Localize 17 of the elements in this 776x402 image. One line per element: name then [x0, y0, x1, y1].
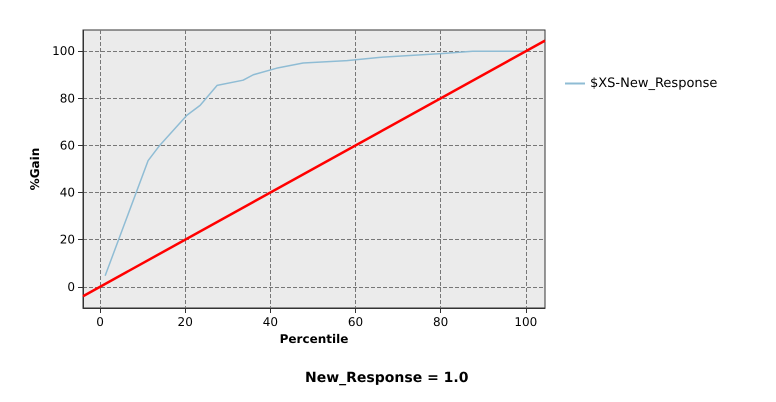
text: New_Response = 1.0 — [305, 370, 469, 386]
y-tick-label: 60 — [60, 138, 75, 152]
x-tick-label: 60 — [348, 315, 364, 329]
x-tick-label: 0 — [96, 315, 104, 329]
x-axis-title: Percentile — [280, 332, 348, 346]
x-tick-label: 20 — [178, 315, 193, 329]
y-tick-label: 0 — [67, 280, 75, 294]
line-series — [104, 50, 527, 276]
x-tick-label: 100 — [514, 315, 538, 329]
x-tick-label: 40 — [262, 315, 278, 329]
x-tick-label: 80 — [433, 315, 448, 329]
y-tick-label: 40 — [60, 186, 75, 200]
y-tick-label: 100 — [52, 44, 75, 58]
y-axis-title: %Gain — [28, 148, 42, 190]
legend-label: $XS-New_Response — [590, 76, 718, 91]
y-tick-label: 20 — [60, 232, 75, 247]
y-tick-label: 80 — [60, 91, 75, 106]
